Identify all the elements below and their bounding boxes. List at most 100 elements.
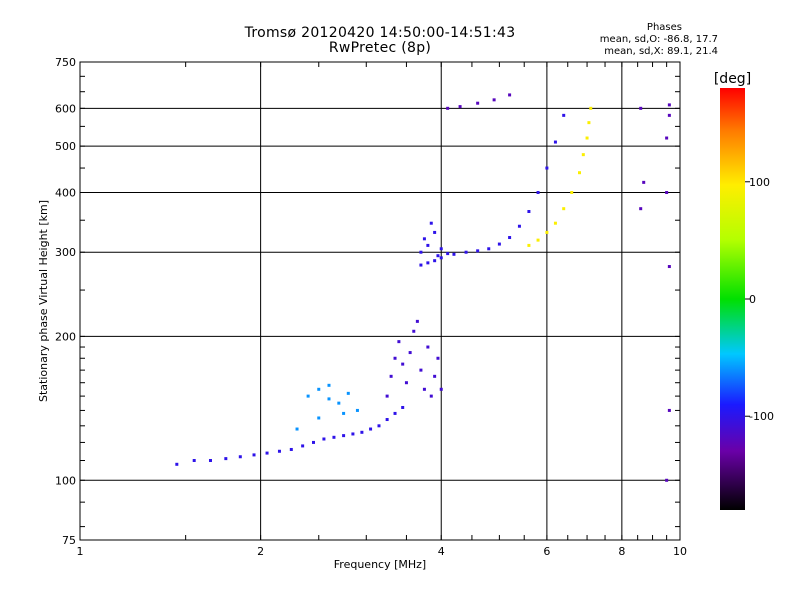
data-point [377,424,381,428]
colorbar-tick-label: -100 [749,410,774,423]
data-point [667,113,671,117]
data-point [452,252,456,256]
y-tick-label: 750 [55,56,76,69]
data-point [553,221,557,225]
data-point [426,261,430,265]
data-point [508,236,512,240]
data-point [570,190,574,194]
y-axis-label: Stationary phase Virtual Height [km] [37,200,50,402]
y-tick-label: 400 [55,186,76,199]
data-point [562,207,566,211]
data-point [446,252,450,256]
data-point [581,153,585,157]
grid [80,62,680,540]
data-point [487,247,491,251]
data-point [295,427,299,431]
y-tick-label: 75 [62,534,76,547]
data-point [585,136,589,140]
data-point [327,397,331,401]
data-point [667,265,671,269]
colorbar-gradient [720,88,745,510]
data-point [492,98,496,102]
data-point [458,105,462,109]
data-point [476,101,480,105]
data-point [337,401,341,405]
data-point [587,121,591,125]
data-point [422,387,426,391]
data-point [527,243,531,247]
y-tick-label: 600 [55,102,76,115]
data-point [422,237,426,241]
data-point [224,457,228,461]
data-point [322,437,326,441]
data-point [301,444,305,448]
data-point [665,478,669,482]
data-point [665,136,669,140]
x-tick-label: 4 [438,545,445,558]
axes: 1 2 4 6 8 10 75 100 200 300 400 500 600 750 [55,56,687,558]
data-point [346,391,350,395]
y-tick-label: 100 [55,474,76,487]
phase-stats-x: mean, sd,X: 89.1, 21.4 [604,46,718,57]
data-point [639,207,643,211]
data-point [476,249,480,253]
plot-frame [79,61,681,541]
data-point [446,106,450,110]
data-point [536,238,540,242]
data-point [426,345,430,349]
data-point [436,356,440,360]
data-point [433,259,437,263]
data-point [536,190,540,194]
data-point [369,427,373,431]
data-point [208,458,212,462]
data-point [355,408,359,412]
data-point [433,374,437,378]
y-tick-label: 300 [55,246,76,259]
data-point [517,224,521,228]
data-point [419,368,423,372]
x-tick-label: 10 [673,545,687,558]
data-points [175,93,671,482]
data-point [545,166,549,170]
phase-stats-o: mean, sd,O: -86.8, 17.7 [599,34,718,45]
data-point [429,221,433,225]
data-point [389,374,393,378]
data-point [401,362,405,366]
data-point [527,210,531,214]
data-point [397,340,401,344]
data-point [277,449,281,453]
x-tick-label: 1 [77,545,84,558]
x-tick-label: 2 [257,545,264,558]
data-point [289,447,293,451]
data-point [317,416,321,420]
data-point [351,432,355,436]
data-point [497,242,501,246]
x-tick-label: 8 [618,545,625,558]
data-point [385,394,389,398]
y-tick-label: 200 [55,330,76,343]
data-point [404,381,408,385]
data-point [439,247,443,251]
data-point [311,440,315,444]
data-point [642,180,646,184]
chart-subtitle: RwPretec (8p) [328,40,432,56]
colorbar-tick-label: 100 [749,176,770,189]
data-point [508,93,512,97]
colorbar-tick-label: 0 [749,293,756,306]
data-point [408,351,412,355]
phase-stats-heading: Phases [646,22,682,33]
data-point [252,453,256,457]
data-point [393,356,397,360]
data-point [433,230,437,234]
data-point [436,254,440,258]
data-point [317,387,321,391]
y-tick-label: 500 [55,140,76,153]
data-point [393,411,397,415]
data-point [667,408,671,412]
data-point [426,243,430,247]
data-point [175,462,179,466]
data-point [439,256,443,260]
data-point [464,250,468,254]
data-point [332,435,336,439]
